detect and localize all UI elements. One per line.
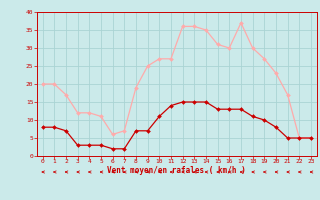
X-axis label: Vent moyen/en rafales ( km/h ): Vent moyen/en rafales ( km/h )	[108, 166, 246, 175]
